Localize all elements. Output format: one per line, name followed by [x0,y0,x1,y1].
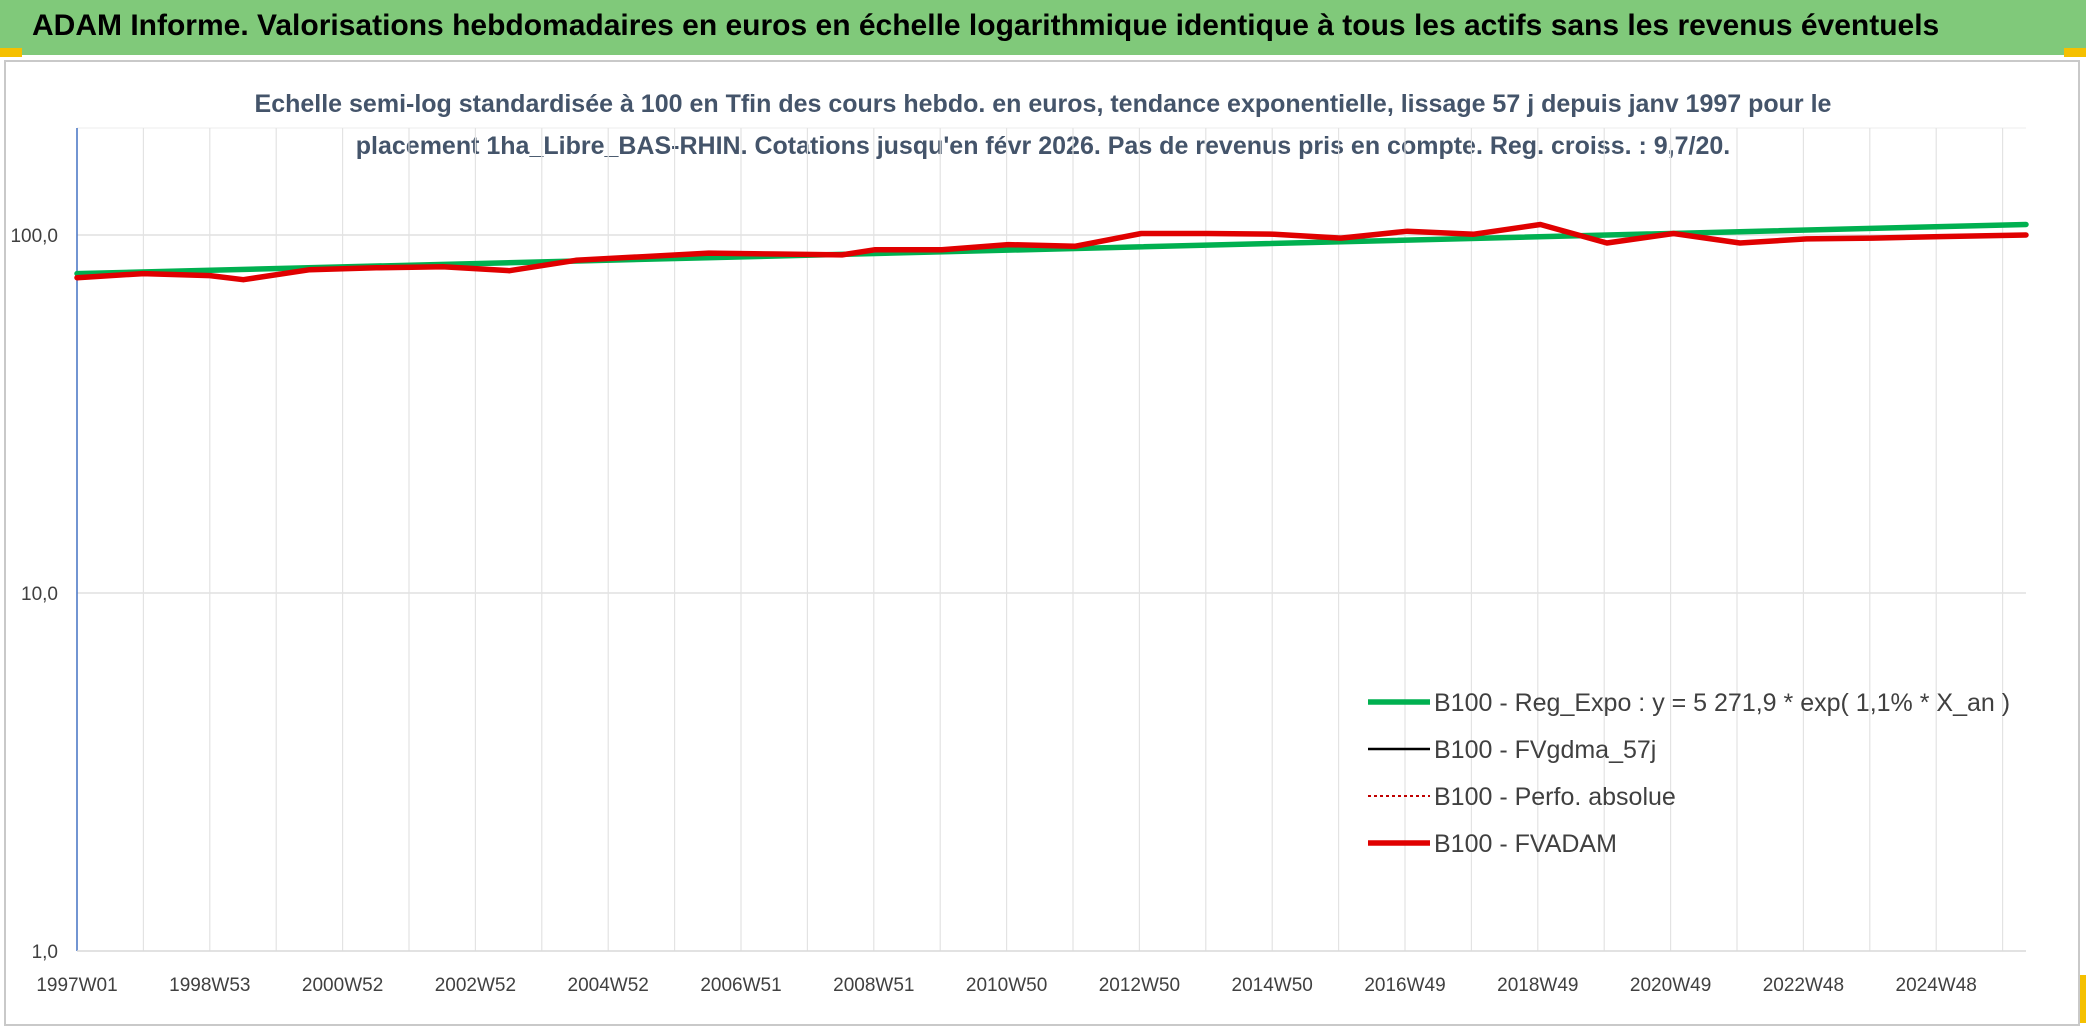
left-corner-marker [0,48,22,57]
x-tick-label: 1997W01 [36,975,117,996]
y-tick-label: 100,0 [10,226,58,247]
x-tick-labels: 1997W01 1998W53 2000W52 2002W52 2004W52 2006W… [36,975,1977,996]
x-tick-label: 2012W50 [1099,975,1180,996]
x-tick-label: 2018W49 [1497,975,1578,996]
series-lines [74,221,2029,283]
x-tick-label: 2016W49 [1364,975,1445,996]
x-tick-label: 2004W52 [568,975,649,996]
chart-frame [4,60,2080,1026]
x-tick-label: 2014W50 [1232,975,1313,996]
y-tick-label: 1,0 [32,942,58,963]
x-tick-label: 1998W53 [169,975,250,996]
right-corner-marker [2064,48,2086,57]
x-tick-label: 2020W49 [1630,975,1711,996]
header-bar: ADAM Informe. Valorisations hebdomadaire… [0,0,2086,55]
chart-subtitle-line2: placement 1ha_Libre_BAS-RHIN. Cotations … [356,132,1730,160]
legend: B100 - Reg_Expo : y = 5 271,9 * exp( 1,1… [1368,689,2010,858]
series-line-3 [74,221,2029,283]
x-tick-label: 2000W52 [302,975,383,996]
legend-label-3: B100 - FVADAM [1434,830,1617,858]
legend-label-0: B100 - Reg_Expo : y = 5 271,9 * exp( 1,1… [1434,689,2010,717]
chart-subtitle-line1: Echelle semi-log standardisée à 100 en T… [255,90,1832,118]
x-tick-label: 2008W51 [833,975,914,996]
x-tick-label: 2022W48 [1763,975,1844,996]
y-tick-labels: 1,0 10,0 100,0 [10,226,58,963]
legend-label-2: B100 - Perfo. absolue [1434,783,1676,811]
y-tick-label: 10,0 [21,584,58,605]
legend-label-1: B100 - FVgdma_57j [1434,736,1656,764]
axes [76,128,2026,952]
header-title: ADAM Informe. Valorisations hebdomadaire… [32,9,1940,42]
x-tick-label: 2024W48 [1896,975,1977,996]
x-tick-label: 2002W52 [435,975,516,996]
x-tick-label: 2010W50 [966,975,1047,996]
x-tick-label: 2006W51 [700,975,781,996]
right-edge-marker [2080,975,2086,1023]
